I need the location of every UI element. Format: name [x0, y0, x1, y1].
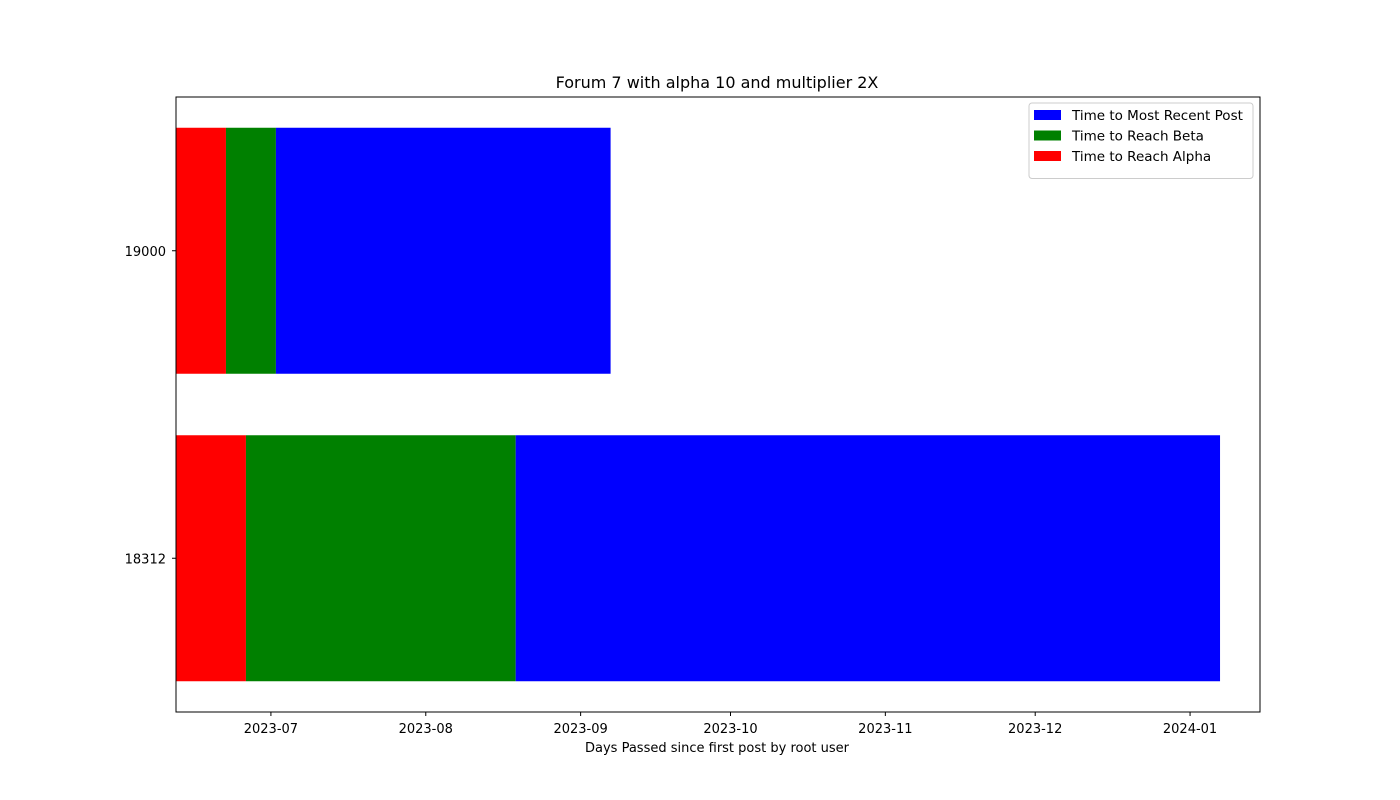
legend-swatch-time-to-reach-alpha	[1034, 151, 1061, 161]
x-tick-label-2023-09: 2023-09	[553, 722, 607, 737]
legend-label-time-to-reach-alpha: Time to Reach Alpha	[1071, 149, 1211, 165]
y-tick-label-18312: 18312	[125, 552, 166, 567]
x-tick-label-2023-10: 2023-10	[703, 722, 757, 737]
legend-label-time-to-reach-beta: Time to Reach Beta	[1071, 129, 1204, 145]
legend-swatch-time-to-reach-beta	[1034, 130, 1061, 141]
x-axis-label: Days Passed since first post by root use…	[585, 741, 850, 756]
y-tick-label-19000: 19000	[125, 245, 166, 260]
x-tick-label-2023-12: 2023-12	[1008, 722, 1062, 737]
legend-box	[1028, 102, 1254, 179]
plot-area	[175, 96, 1261, 713]
plot-frame	[175, 96, 1261, 713]
x-axis: 2023-07 2023-08 2023-09 2023-10 2023-11 2023-…	[244, 712, 1217, 737]
x-tick-label-2023-08: 2023-08	[399, 722, 453, 737]
x-tick-label-2024-01: 2024-01	[1163, 722, 1217, 737]
bar-time-to-reach-beta-18312	[245, 435, 516, 682]
bar-time-to-reach-alpha-18312	[176, 435, 246, 682]
x-tick-label-2023-11: 2023-11	[858, 722, 912, 737]
legend-swatch-time-to-most-recent-post	[1034, 110, 1061, 120]
bar-time-to-reach-beta-19000	[225, 127, 276, 374]
x-tick-label-2023-07: 2023-07	[244, 722, 298, 737]
legend-label-time-to-most-recent-post: Time to Most Recent Post	[1071, 108, 1243, 124]
bar-time-to-most-recent-post-19000	[275, 127, 611, 374]
legend: Time to Most Recent Post Time to Reach Be…	[1028, 102, 1254, 179]
bar-time-to-most-recent-post-18312	[515, 435, 1221, 682]
y-axis: 18312 19000	[125, 245, 176, 567]
bar-time-to-reach-alpha-19000	[176, 127, 226, 374]
chart-title: Forum 7 with alpha 10 and multiplier 2X	[556, 73, 879, 92]
